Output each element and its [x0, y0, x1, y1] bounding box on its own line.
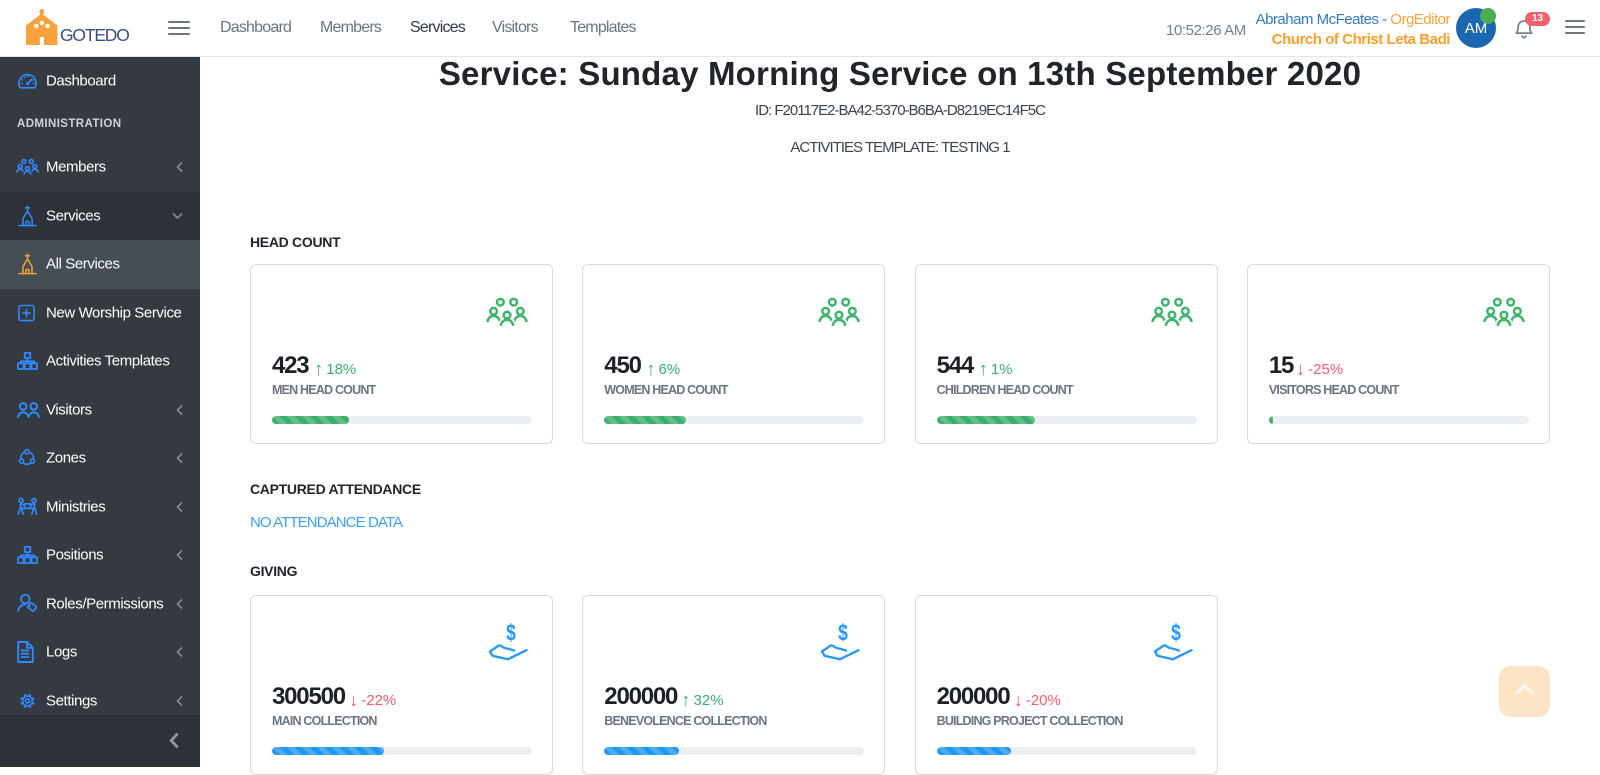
svg-text:$: $ — [1171, 621, 1181, 646]
svg-text:$: $ — [506, 621, 516, 646]
svg-text:$: $ — [838, 621, 848, 646]
